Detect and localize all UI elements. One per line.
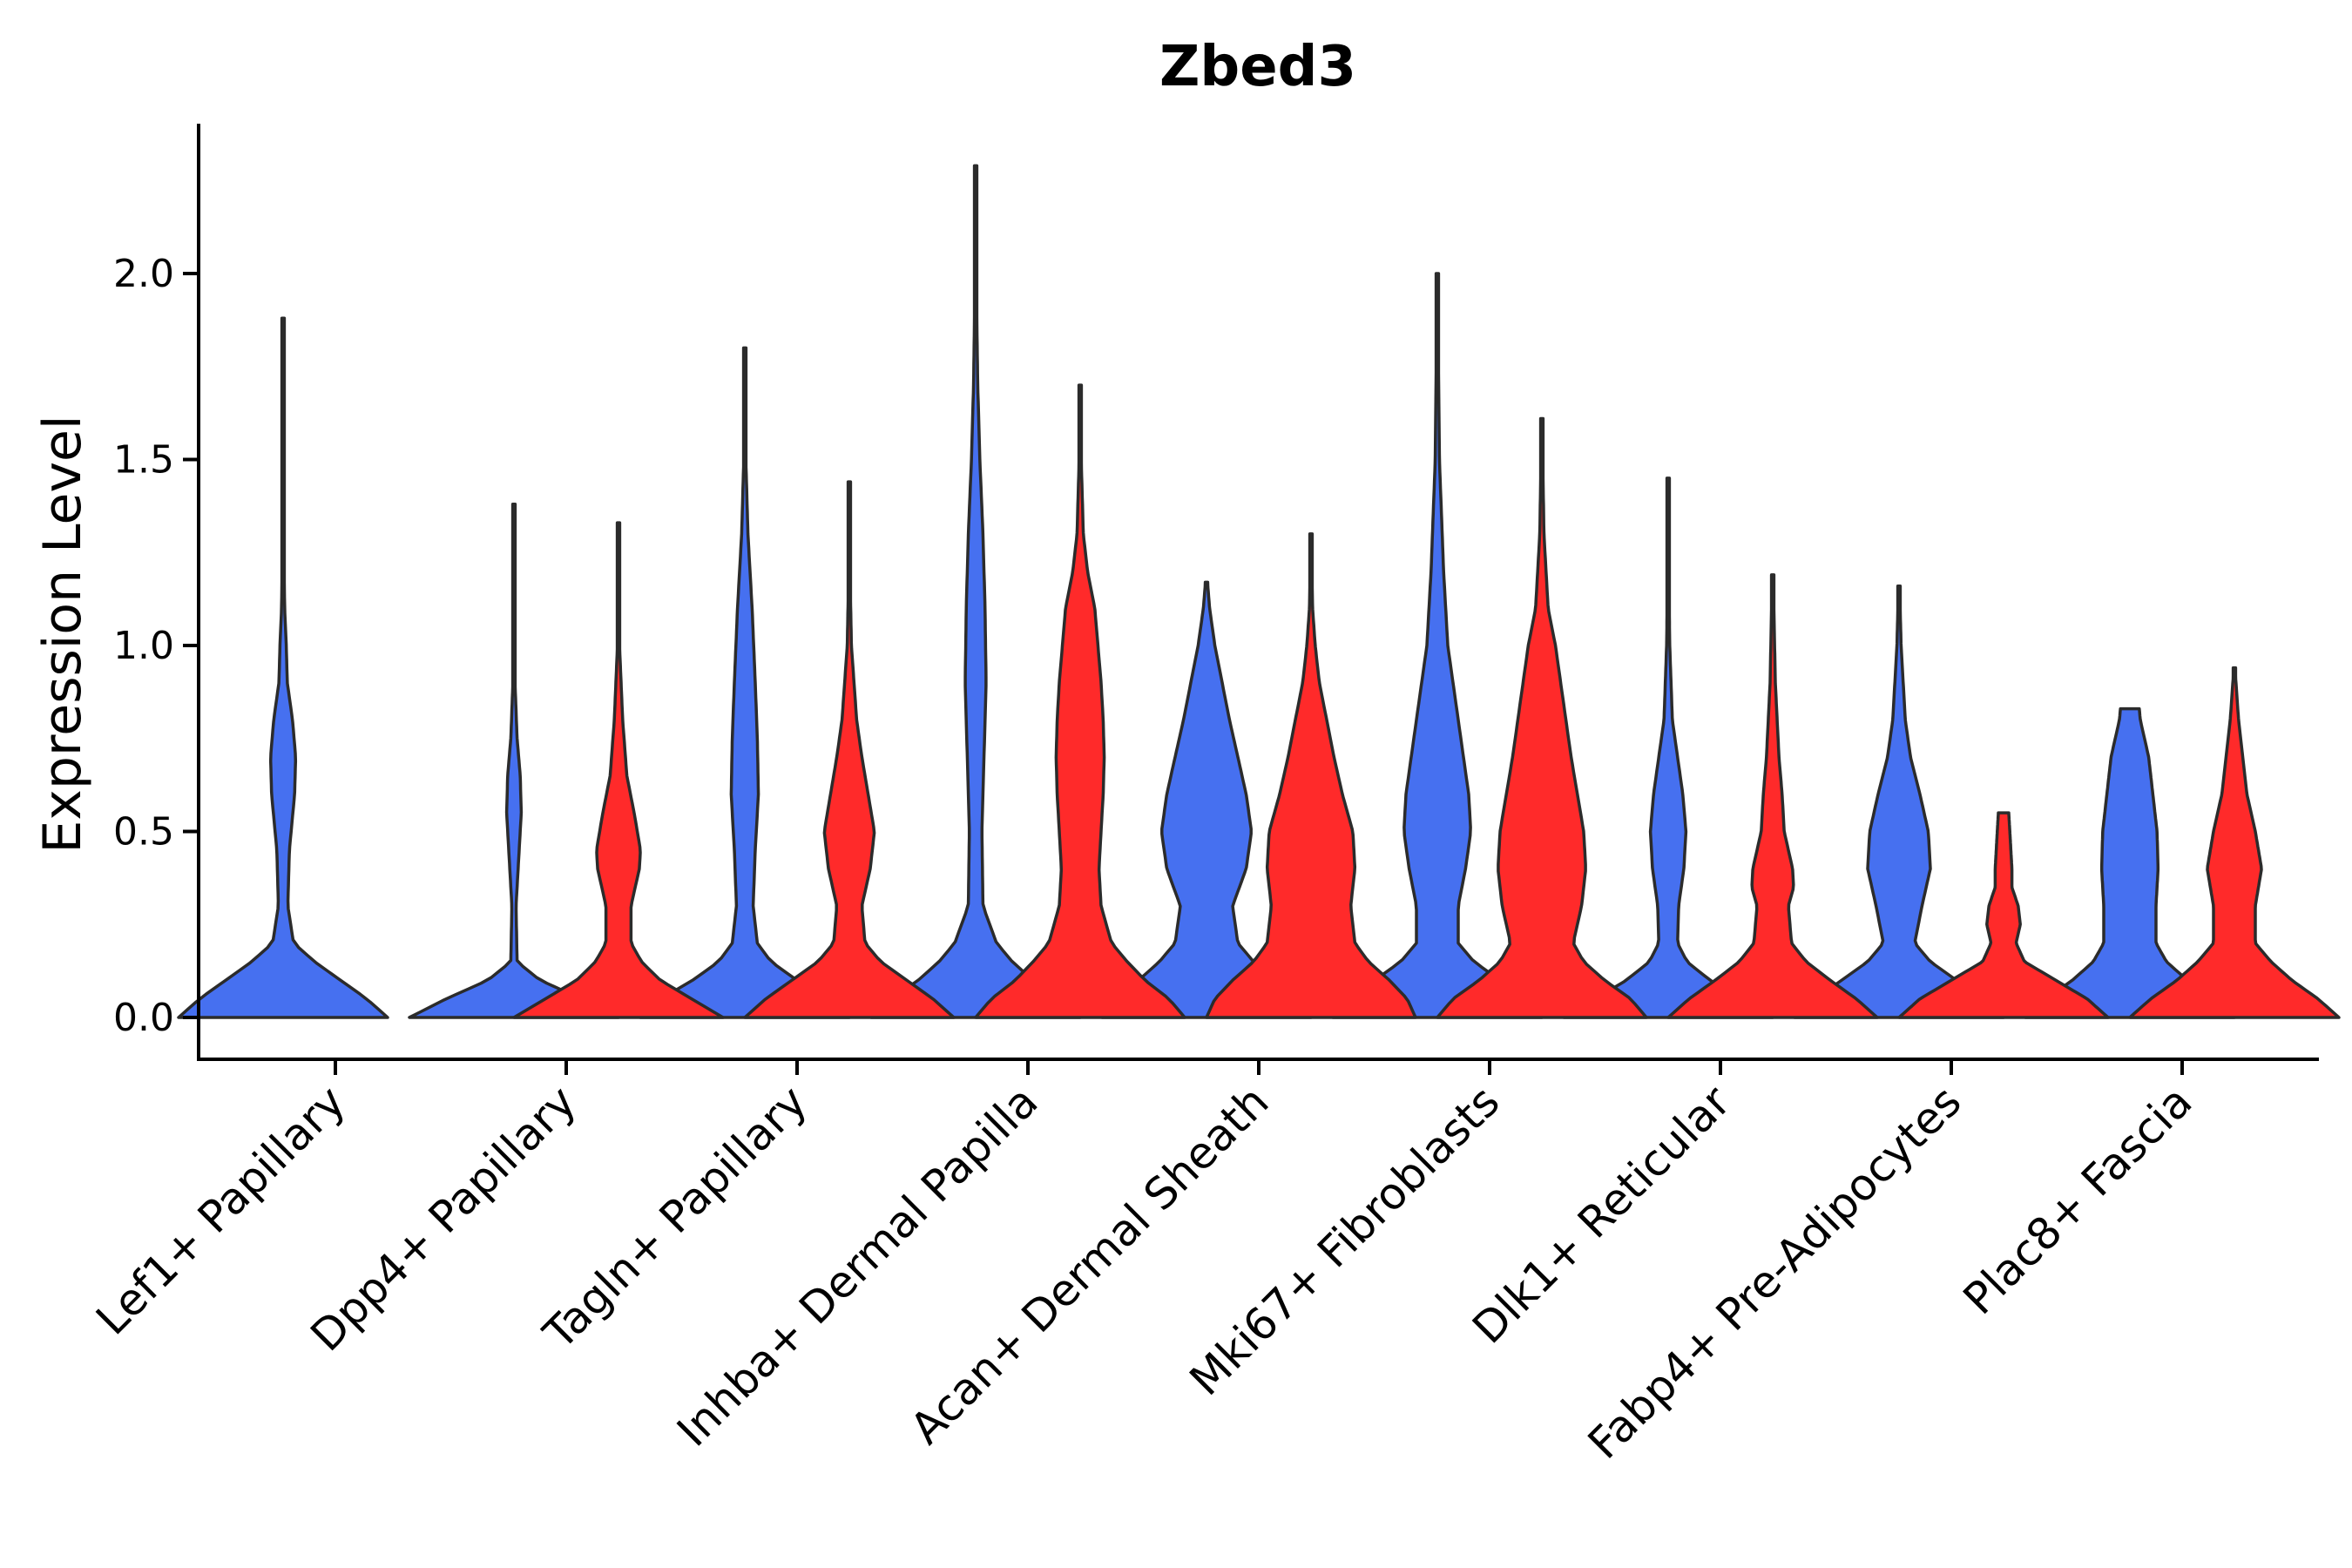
violin-group1-3 xyxy=(639,346,851,1019)
violin-group1-8 xyxy=(1793,584,2005,1019)
violin-group2-7 xyxy=(1666,573,1879,1019)
violin-group2-9 xyxy=(2128,666,2341,1019)
violin-group1-9 xyxy=(2024,706,2236,1019)
y-ticks: 0.0 0.5 1.0 1.5 2.0 xyxy=(113,252,199,1040)
violin-group2-4 xyxy=(974,383,1186,1019)
x-tick-label: Lef1+ Papillary xyxy=(86,1076,355,1344)
y-tick-label: 1.5 xyxy=(113,438,174,483)
y-tick-label: 1.0 xyxy=(113,624,174,668)
y-tick-label: 0.0 xyxy=(113,996,174,1040)
violin-group1-5 xyxy=(1100,580,1313,1019)
x-tick-label: Fabp4+ Pre-Adipocytes xyxy=(1578,1076,1971,1469)
chart-title: Zbed3 xyxy=(1159,35,1356,99)
x-tick-label: Plac8+ Fascia xyxy=(1954,1076,2202,1324)
y-tick-label: 0.5 xyxy=(113,810,174,855)
violin-group2-6 xyxy=(1436,416,1648,1019)
violins-layer xyxy=(177,164,2341,1019)
violin-group1-7 xyxy=(1562,476,1774,1019)
violin-group2-2 xyxy=(512,521,725,1019)
violin-group1-1 xyxy=(177,316,389,1019)
y-axis-label: Expression Level xyxy=(32,415,93,853)
violin-group1-2 xyxy=(408,502,620,1019)
violin-group2-3 xyxy=(743,480,956,1019)
violin-group1-6 xyxy=(1331,272,1544,1019)
violin-group2-8 xyxy=(1897,811,2110,1019)
violin-group2-5 xyxy=(1205,532,1417,1019)
violin-group1-4 xyxy=(869,164,1082,1019)
y-tick-label: 2.0 xyxy=(113,252,174,296)
